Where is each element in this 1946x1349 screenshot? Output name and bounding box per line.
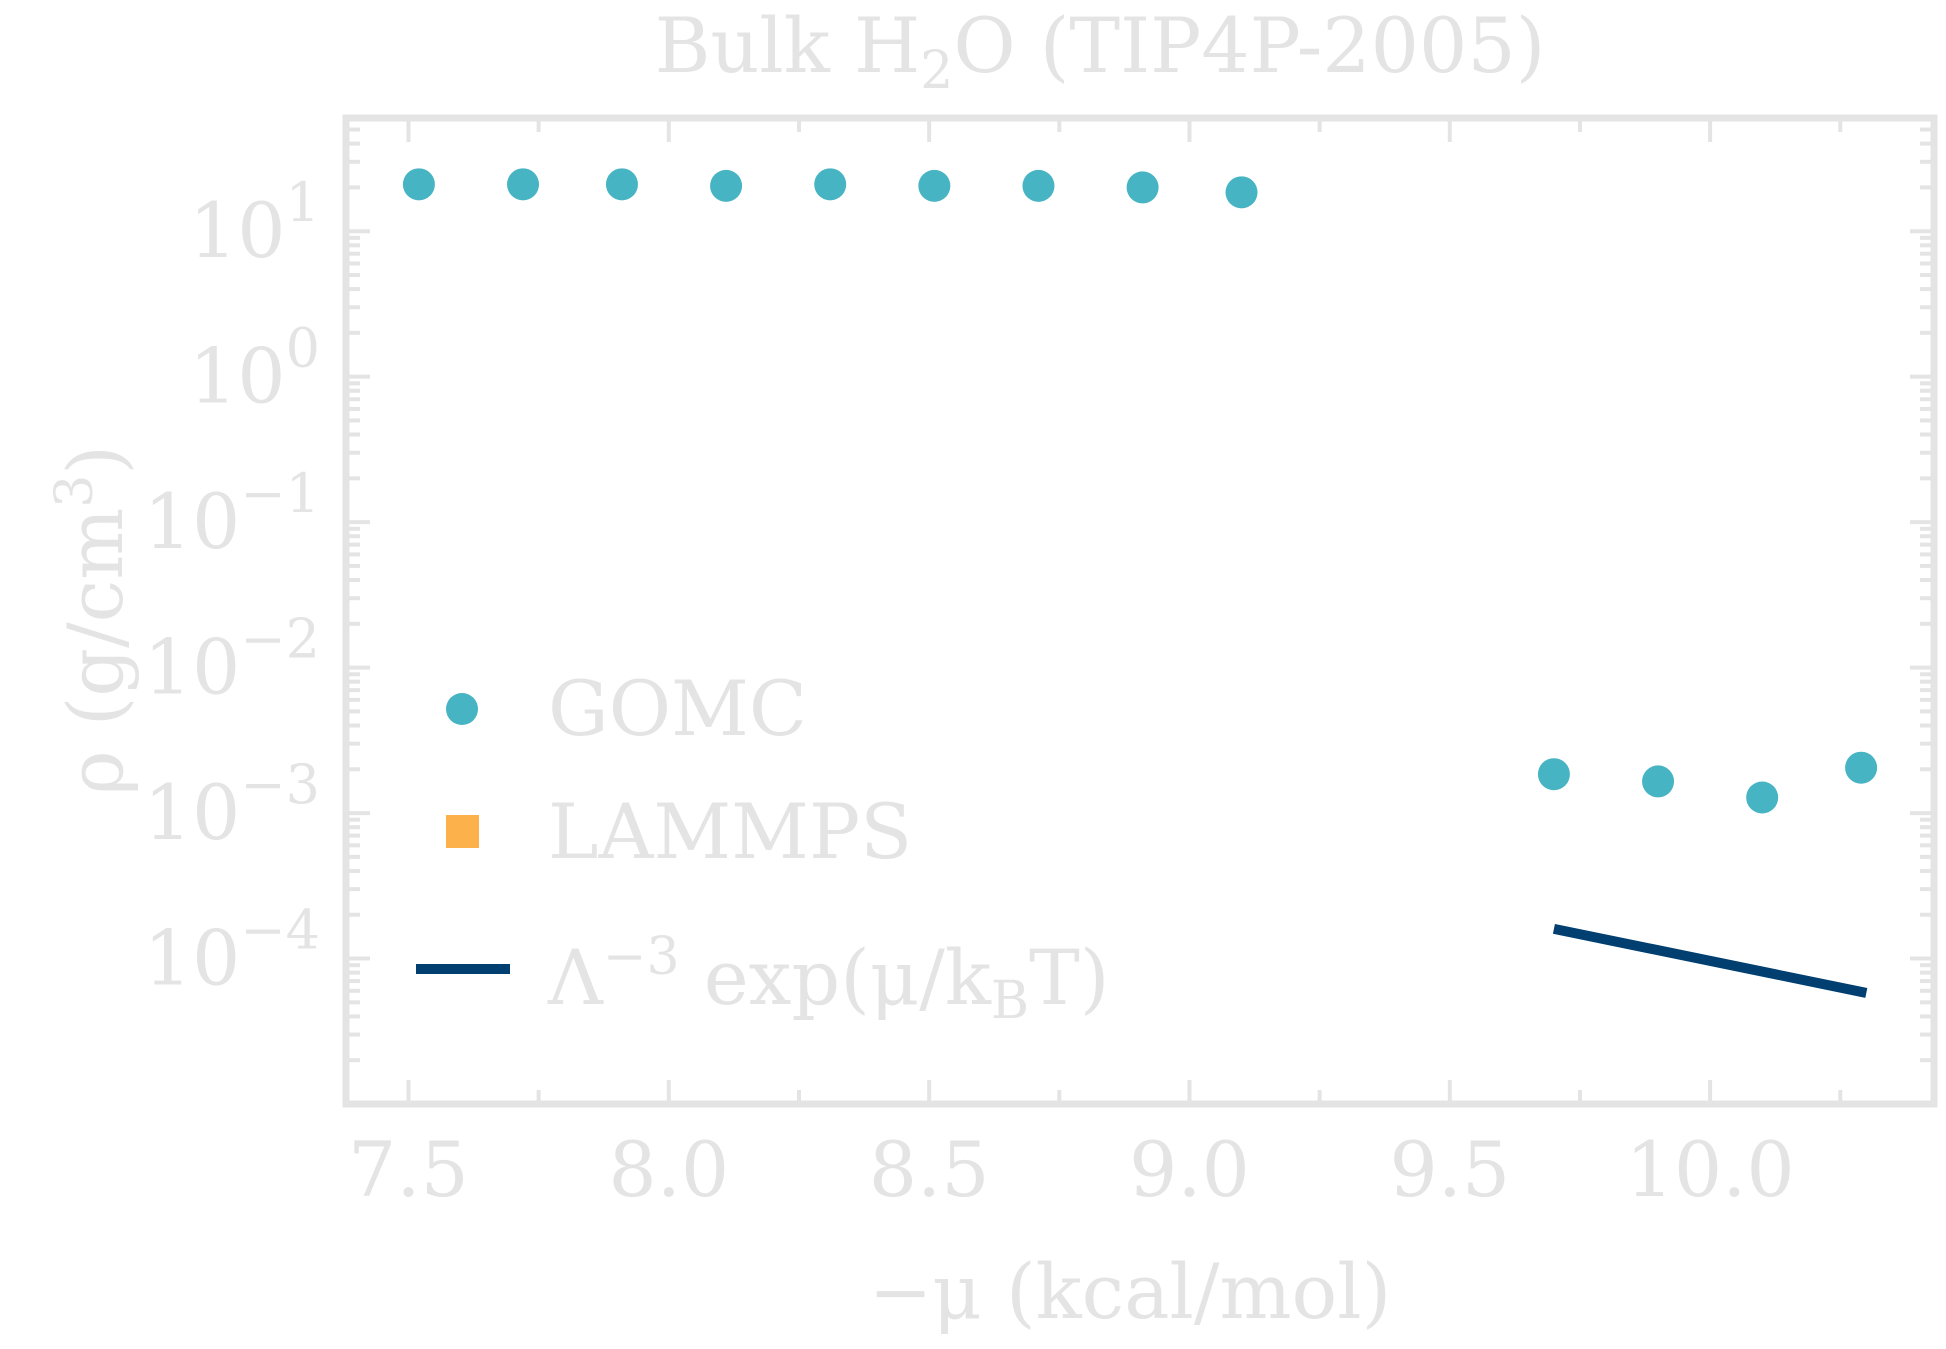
gomc-point <box>605 168 638 201</box>
x-tick-label: 7.5 <box>348 1125 469 1214</box>
legend-ideal-label-sup: −3 <box>603 927 680 987</box>
legend-ideal-label-a: Λ <box>547 933 604 1022</box>
legend-gomc-label: GOMC <box>548 664 807 753</box>
y-tick-label: 10−1 <box>144 462 320 566</box>
x-axis-label: −μ (kcal/mol) <box>869 1247 1392 1336</box>
x-axis-ticks <box>406 118 1843 1104</box>
gomc-point <box>1022 169 1055 202</box>
gomc-point <box>1537 758 1570 791</box>
gomc-point <box>1642 765 1675 798</box>
gomc-point <box>1225 176 1258 209</box>
gomc-point <box>710 169 743 202</box>
gomc-point <box>507 168 540 201</box>
y-axis-label-sup: 3 <box>45 475 105 508</box>
y-tick-label: 10−2 <box>144 608 320 712</box>
x-tick-label: 8.5 <box>869 1125 990 1214</box>
legend-ideal-label: Λ−3 exp(μ/kBT) <box>547 927 1109 1031</box>
gomc-point <box>1746 781 1779 814</box>
chart-title-prefix: Bulk H <box>655 1 921 90</box>
gomc-point <box>1126 171 1159 204</box>
gomc-point <box>402 168 435 201</box>
y-axis-label-base: ρ (g/cm <box>51 508 140 795</box>
x-tick-label: 9.5 <box>1389 1125 1510 1214</box>
y-tick-label: 101 <box>189 171 320 275</box>
gomc-point <box>1845 751 1878 784</box>
chart-title-suffix: O (TIP4P-2005) <box>953 1 1545 90</box>
legend-ideal-label-c: T) <box>1029 933 1109 1022</box>
chart-title: Bulk H2O (TIP4P-2005) <box>655 1 1546 101</box>
plot-frame <box>342 114 1938 1108</box>
gomc-point <box>814 168 847 201</box>
y-axis-tick-labels: 101 100 10−1 10−2 10−3 10−4 <box>144 171 320 1002</box>
y-axis-label: ρ (g/cm3) <box>45 445 140 795</box>
legend-lammps-marker <box>446 815 479 848</box>
legend-ideal-label-b: exp(μ/k <box>680 933 992 1022</box>
chart-title-sub: 2 <box>920 41 953 101</box>
series-layer <box>402 168 1878 998</box>
legend: GOMC LAMMPS Λ−3 exp(μ/kBT) <box>416 664 1109 1031</box>
y-axis-ticks <box>346 116 1934 1106</box>
legend-lammps-label: LAMMPS <box>548 787 912 876</box>
legend-gomc-marker <box>446 693 478 725</box>
x-axis-tick-labels: 7.5 8.0 8.5 9.0 9.5 10.0 <box>348 1125 1795 1214</box>
y-tick-label: 10−4 <box>144 899 320 1003</box>
x-tick-label: 9.0 <box>1129 1125 1250 1214</box>
legend-ideal-label-sub: B <box>991 971 1029 1031</box>
x-tick-label: 10.0 <box>1626 1125 1795 1214</box>
gomc-point <box>918 169 951 202</box>
y-tick-label: 10−3 <box>144 753 320 857</box>
y-tick-label: 100 <box>189 317 320 421</box>
x-tick-label: 8.0 <box>608 1125 729 1214</box>
y-axis-label-close: ) <box>51 445 140 475</box>
ideal-gas-line <box>1552 923 1868 998</box>
